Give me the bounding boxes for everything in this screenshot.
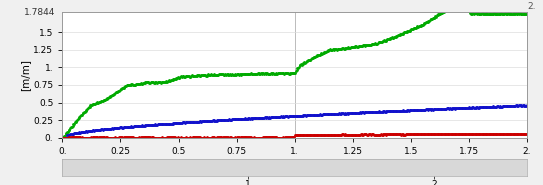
Y-axis label: [m/m]: [m/m] [21, 59, 30, 91]
Text: 2.: 2. [528, 2, 536, 11]
Text: 1.7844: 1.7844 [24, 8, 55, 16]
X-axis label: [s]: [s] [288, 159, 301, 169]
